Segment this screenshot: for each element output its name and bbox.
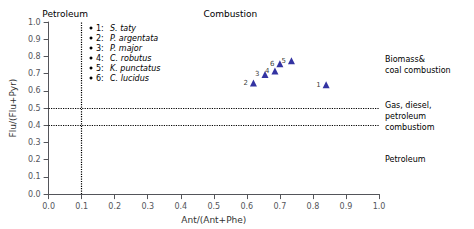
svg-text:1:: 1:	[96, 24, 104, 33]
svg-text:6:: 6:	[96, 74, 104, 83]
svg-text:0.6: 0.6	[28, 86, 41, 95]
svg-text:P. major: P. major	[110, 44, 143, 53]
svg-text:0.2: 0.2	[28, 155, 41, 164]
svg-text:6: 6	[270, 60, 275, 68]
svg-text:0.9: 0.9	[340, 202, 353, 211]
svg-text:0.3: 0.3	[141, 202, 154, 211]
svg-text:S. taty: S. taty	[110, 24, 136, 33]
svg-text:Combustion: Combustion	[203, 9, 257, 19]
svg-text:4: 4	[265, 67, 270, 75]
svg-text:2:: 2:	[96, 34, 104, 43]
svg-text:0.4: 0.4	[174, 202, 187, 211]
svg-text:C. robutus: C. robutus	[110, 54, 151, 63]
svg-text:5:: 5:	[96, 64, 104, 73]
svg-text:0.8: 0.8	[307, 202, 320, 211]
svg-text:K. punctatus: K. punctatus	[110, 64, 160, 73]
svg-text:Petroleum: Petroleum	[385, 155, 426, 164]
svg-text:0.7: 0.7	[28, 69, 41, 78]
svg-text:4:: 4:	[96, 54, 104, 63]
svg-text:0.0: 0.0	[42, 202, 55, 211]
svg-text:combustiom: combustiom	[385, 123, 435, 132]
svg-text:Flu/(Flu+Pyr): Flu/(Flu+Pyr)	[8, 79, 18, 138]
svg-text:3: 3	[255, 70, 259, 78]
svg-text:0.5: 0.5	[28, 104, 41, 113]
svg-text:Biomass&: Biomass&	[385, 55, 425, 64]
svg-text:0.0: 0.0	[28, 190, 41, 199]
svg-text:Ant/(Ant+Phe): Ant/(Ant+Phe)	[181, 215, 246, 225]
svg-text:3:: 3:	[96, 44, 104, 53]
svg-text:0.8: 0.8	[28, 52, 41, 61]
svg-text:0.9: 0.9	[28, 35, 41, 44]
svg-text:Gas, diesel,: Gas, diesel,	[385, 101, 431, 110]
svg-text:C. lucidus: C. lucidus	[110, 74, 149, 83]
svg-text:1.0: 1.0	[373, 202, 386, 211]
svg-text:petroleum: petroleum	[385, 112, 426, 121]
svg-text:P. argentata: P. argentata	[110, 34, 158, 43]
svg-text:0.3: 0.3	[28, 138, 41, 147]
svg-text:Petroleum: Petroleum	[42, 9, 88, 19]
svg-text:coal combustion: coal combustion	[385, 66, 451, 75]
svg-text:5: 5	[281, 57, 285, 65]
svg-text:0.1: 0.1	[28, 172, 41, 181]
svg-text:0.1: 0.1	[75, 202, 88, 211]
svg-text:0.5: 0.5	[207, 202, 220, 211]
svg-text:0.7: 0.7	[274, 202, 287, 211]
svg-text:1.0: 1.0	[28, 18, 41, 27]
svg-text:0.2: 0.2	[108, 202, 121, 211]
svg-text:0.4: 0.4	[28, 121, 41, 130]
svg-text:0.6: 0.6	[240, 202, 253, 211]
svg-text:2: 2	[243, 79, 247, 87]
svg-text:1: 1	[316, 81, 320, 89]
